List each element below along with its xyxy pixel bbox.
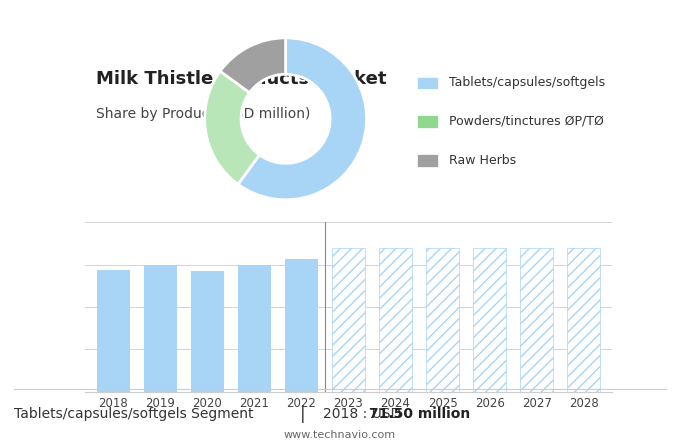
- Bar: [143, 264, 177, 392]
- Text: 71.50 million: 71.50 million: [369, 407, 471, 421]
- Text: Milk Thistle Products Market: Milk Thistle Products Market: [95, 70, 386, 88]
- Text: 2018 : USD: 2018 : USD: [323, 407, 406, 421]
- Text: Tablets/capsules/softgels: Tablets/capsules/softgels: [449, 76, 605, 89]
- Bar: [473, 248, 506, 392]
- Bar: [379, 248, 412, 392]
- Bar: [97, 270, 130, 392]
- Text: www.technavio.com: www.technavio.com: [284, 430, 396, 440]
- Bar: [332, 248, 365, 392]
- Bar: [285, 259, 318, 392]
- Bar: [426, 248, 459, 392]
- FancyBboxPatch shape: [417, 154, 438, 167]
- FancyBboxPatch shape: [417, 115, 438, 128]
- Text: Powders/tinctures ØP/TØ: Powders/tinctures ØP/TØ: [449, 115, 604, 128]
- Text: |: |: [300, 405, 305, 422]
- Bar: [520, 248, 554, 392]
- Text: Tablets/capsules/softgels Segment: Tablets/capsules/softgels Segment: [14, 407, 253, 421]
- FancyBboxPatch shape: [417, 77, 438, 89]
- Bar: [238, 265, 271, 392]
- Bar: [567, 248, 600, 392]
- Wedge shape: [220, 38, 286, 93]
- Text: Raw Herbs: Raw Herbs: [449, 154, 515, 167]
- Wedge shape: [205, 71, 260, 184]
- Text: Share by Product (USD million): Share by Product (USD million): [95, 107, 310, 121]
- Bar: [191, 271, 224, 392]
- Wedge shape: [238, 38, 367, 200]
